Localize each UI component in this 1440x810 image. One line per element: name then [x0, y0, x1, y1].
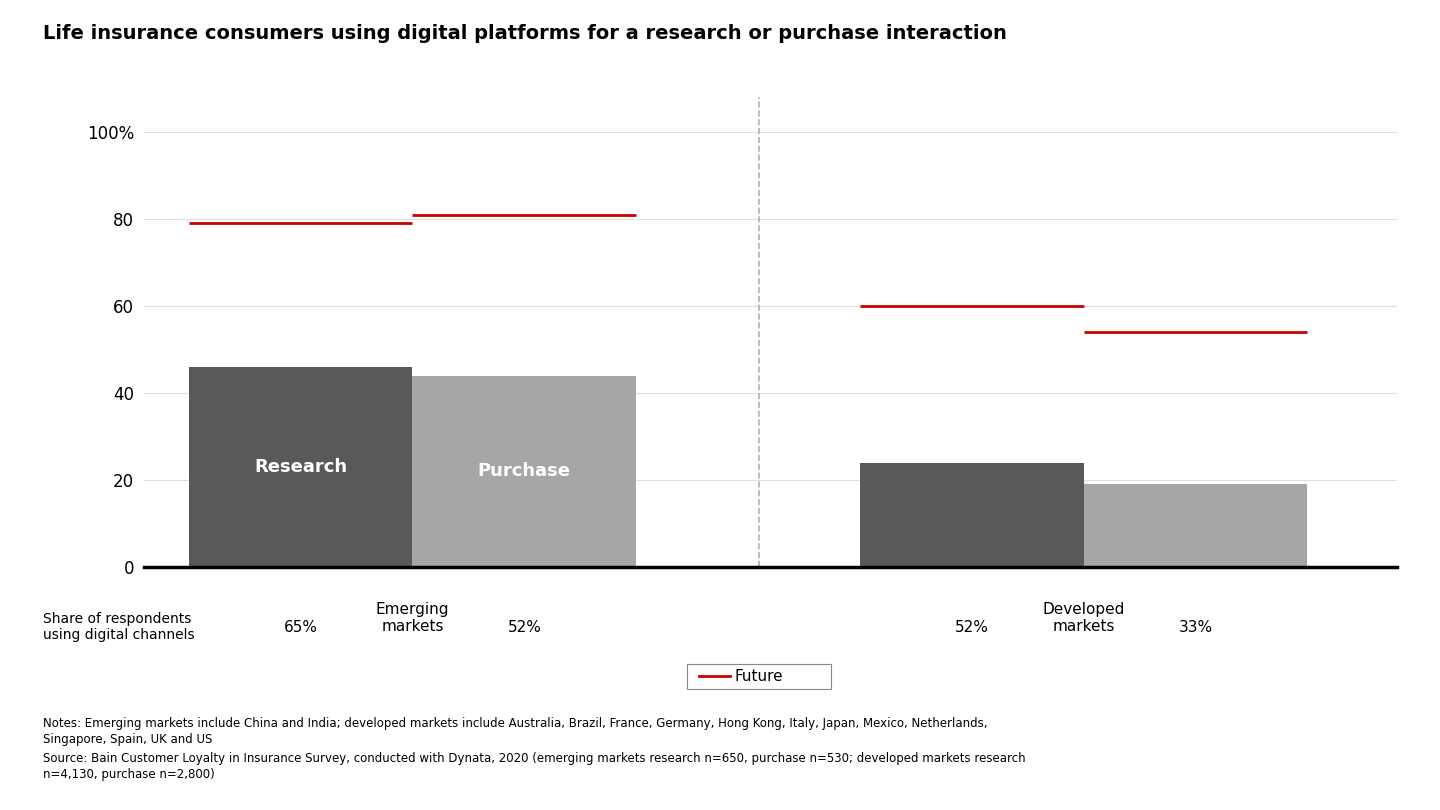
- Text: Developed
markets: Developed markets: [1043, 602, 1125, 634]
- Text: Singapore, Spain, UK and US: Singapore, Spain, UK and US: [43, 733, 213, 746]
- Text: Notes: Emerging markets include China and India; developed markets include Austr: Notes: Emerging markets include China an…: [43, 717, 988, 730]
- Text: Purchase: Purchase: [478, 463, 570, 480]
- Bar: [412, 376, 636, 567]
- Text: Emerging
markets: Emerging markets: [376, 602, 449, 634]
- Text: 52%: 52%: [507, 620, 541, 635]
- Text: 65%: 65%: [284, 620, 318, 635]
- Text: n=4,130, purchase n=2,800): n=4,130, purchase n=2,800): [43, 768, 215, 781]
- Bar: [860, 463, 1083, 567]
- Text: Research: Research: [253, 458, 347, 476]
- Text: 33%: 33%: [1178, 620, 1212, 635]
- Text: Source: Bain Customer Loyalty in Insurance Survey, conducted with Dynata, 2020 (: Source: Bain Customer Loyalty in Insuran…: [43, 752, 1025, 765]
- Text: 52%: 52%: [955, 620, 989, 635]
- Bar: [1083, 484, 1308, 567]
- Text: Life insurance consumers using digital platforms for a research or purchase inte: Life insurance consumers using digital p…: [43, 24, 1007, 43]
- Bar: [189, 367, 412, 567]
- Text: Future: Future: [734, 669, 783, 684]
- Text: Share of respondents
using digital channels: Share of respondents using digital chann…: [43, 612, 194, 642]
